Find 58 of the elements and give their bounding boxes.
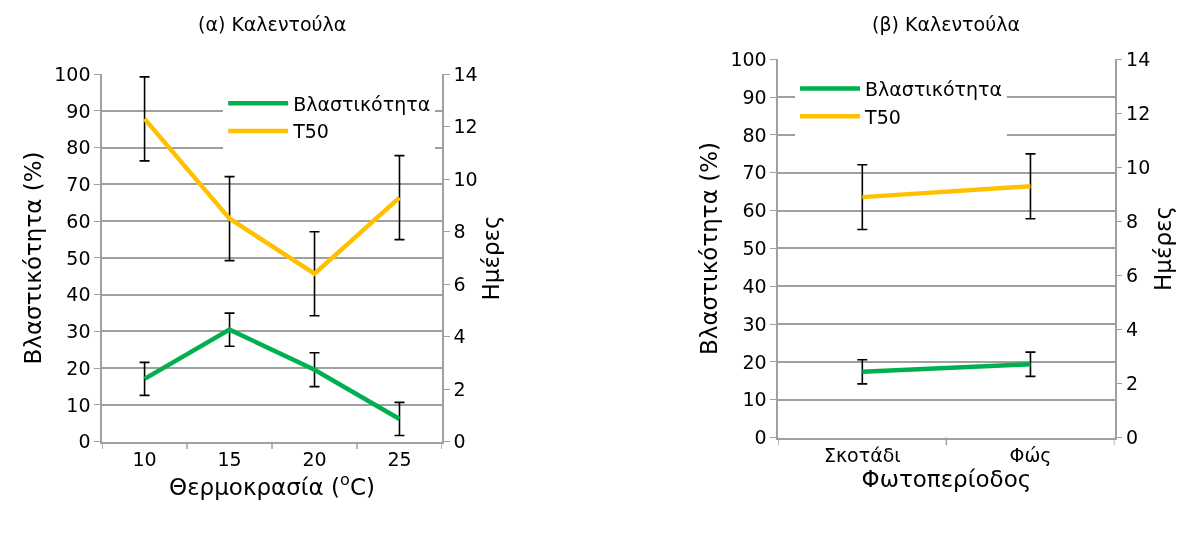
y-tick-label: 100 [730, 47, 767, 70]
y2-tick-label: 8 [1126, 210, 1139, 233]
y2-tick-label: 10 [453, 167, 478, 190]
y-tick-label: 30 [66, 320, 91, 343]
chart-title: (β) Καλεντούλα [872, 13, 1020, 35]
y2-axis-title: Ημέρες [1150, 206, 1177, 291]
y2-tick-label: 0 [453, 430, 466, 453]
y-tick-label: 0 [78, 430, 91, 453]
y2-axis-title: Ημέρες [477, 215, 504, 301]
x-tick-label: Σκοτάδι [823, 444, 901, 467]
y-tick-label: 60 [66, 209, 91, 232]
y-tick-label: 50 [742, 237, 767, 260]
y2-tick-label: 4 [453, 325, 466, 348]
y2-tick-label: 14 [1126, 47, 1151, 70]
legend-label: Βλαστικότητα [865, 77, 1003, 100]
y-tick-label: 30 [742, 312, 767, 335]
y-tick-label: 70 [742, 161, 767, 184]
y-tick-label: 50 [66, 246, 91, 269]
y2-tick-label: 2 [453, 377, 466, 400]
y-tick-label: 10 [66, 393, 91, 416]
chart-title: (α) Καλεντούλα [198, 13, 347, 35]
line-series [142, 116, 402, 276]
y-axis-title: Βλαστικότητα (%) [20, 151, 47, 365]
x-axis-title: Φωτοπερίοδος [861, 466, 1032, 493]
y-tick-label: 40 [66, 283, 91, 306]
y-tick-label: 60 [742, 199, 767, 222]
y2-tick-label: 12 [1126, 102, 1151, 125]
y2-tick-label: 0 [1126, 426, 1139, 449]
x-tick-label: 15 [217, 448, 242, 471]
legend-label: Βλαστικότητα [293, 92, 431, 115]
y-tick-label: 0 [754, 426, 767, 449]
y2-tick-label: 8 [453, 220, 466, 243]
y2-tick-label: 12 [453, 115, 478, 138]
x-tick-label: Φώς [1009, 444, 1052, 467]
x-axis-title: Θερμοκρασία ($^{o}$C) [169, 470, 375, 500]
y2-tick-label: 10 [1126, 156, 1151, 179]
y-tick-label: 100 [54, 62, 91, 85]
y-tick-label: 90 [742, 85, 767, 108]
legend-label: T50 [864, 105, 901, 128]
y-axis-title: Βλαστικότητα (%) [696, 142, 723, 355]
y2-tick-label: 6 [1126, 264, 1139, 287]
y2-tick-label: 2 [1126, 372, 1139, 395]
x-tick-label: 20 [302, 448, 327, 471]
y-tick-label: 10 [742, 388, 767, 411]
y2-tick-label: 14 [453, 62, 478, 85]
y2-tick-label: 4 [1126, 318, 1139, 341]
y-tick-label: 70 [66, 173, 91, 196]
y-tick-label: 20 [742, 350, 767, 373]
y2-tick-label: 6 [453, 272, 466, 295]
y-tick-label: 80 [66, 136, 91, 159]
y-tick-label: 40 [742, 274, 767, 297]
line-series [142, 327, 402, 422]
legend-label: T50 [292, 120, 329, 143]
y-tick-label: 90 [66, 99, 91, 122]
x-tick-label: 25 [387, 448, 412, 471]
x-tick-label: 10 [132, 448, 157, 471]
y-tick-label: 80 [742, 123, 767, 146]
y-tick-label: 20 [66, 356, 91, 379]
